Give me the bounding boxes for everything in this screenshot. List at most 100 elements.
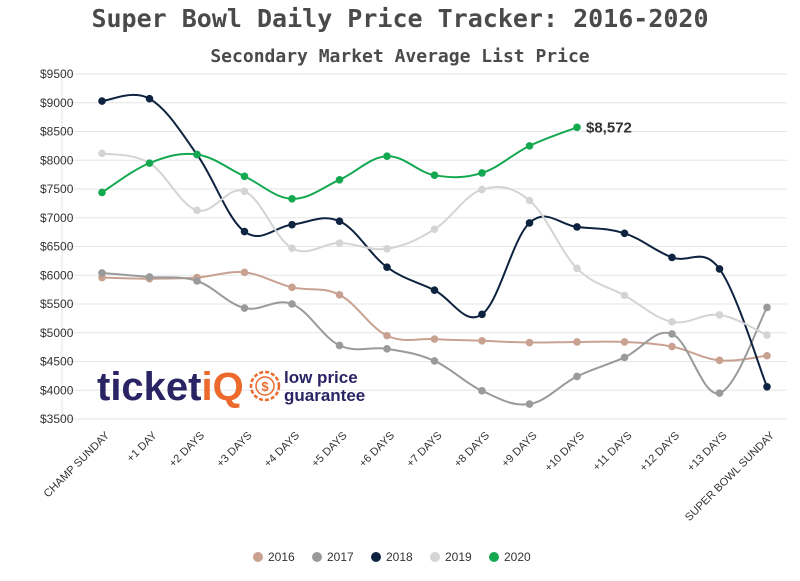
y-tick-label: $4000 — [40, 383, 74, 397]
y-tick-label: $8000 — [40, 153, 74, 167]
data-point-2017 — [525, 400, 534, 408]
x-tick-label: +8 DAYS — [452, 430, 492, 470]
data-point-2017 — [763, 303, 771, 312]
data-point-2016 — [240, 268, 249, 277]
data-point-2017 — [335, 341, 344, 350]
data-point-2016 — [573, 338, 581, 346]
logo-tagline-1: low price — [284, 368, 358, 387]
x-tick-label: CHAMP SUNDAY — [42, 429, 113, 500]
series-line-2016 — [101, 271, 768, 362]
chart-title: Super Bowl Daily Price Tracker: 2016-202… — [91, 4, 709, 33]
data-point-2016 — [525, 338, 534, 347]
series-line-2018 — [101, 93, 768, 388]
x-tick-label: +4 DAYS — [262, 430, 302, 470]
data-point-2019 — [193, 206, 201, 215]
data-point-2016 — [478, 337, 486, 345]
data-point-2017 — [620, 353, 629, 362]
data-point-2016 — [288, 283, 296, 292]
data-point-2019 — [478, 185, 486, 194]
data-point-2019 — [288, 244, 296, 253]
x-tick-label: +11 DAYS — [591, 430, 635, 474]
data-point-2020 — [288, 194, 296, 203]
data-point-2020 — [98, 188, 106, 197]
data-point-2020 — [430, 171, 439, 179]
y-tick-label: $7000 — [40, 211, 74, 225]
legend: 2016 2017 2018 2019 2020 — [253, 550, 531, 564]
x-tick-label: +12 DAYS — [638, 430, 682, 474]
data-point-2017 — [288, 300, 296, 308]
data-point-2019 — [668, 318, 676, 326]
y-tick-label: $9500 — [40, 67, 74, 81]
logo-wordmark: ticketiQ — [97, 365, 244, 409]
x-axis: CHAMP SUNDAY +1 DAY +2 DAYS +3 DAYS +4 DAYS +… — [42, 429, 778, 524]
data-point-2017 — [240, 304, 249, 312]
data-point-2018 — [668, 253, 676, 262]
x-tick-label: +1 DAY — [125, 429, 160, 464]
y-tick-label: $9000 — [40, 96, 74, 110]
data-point-2020 — [525, 142, 534, 150]
y-tick-label: $8500 — [40, 125, 74, 139]
data-point-2018 — [98, 97, 106, 105]
data-point-2017 — [383, 345, 391, 353]
data-point-2019 — [715, 311, 724, 319]
data-point-2018 — [620, 229, 629, 238]
y-tick-label: $6000 — [40, 268, 74, 282]
data-point-2019 — [573, 264, 581, 273]
data-point-2016 — [620, 338, 629, 346]
x-tick-label: +13 DAYS — [685, 430, 729, 474]
data-point-2020 — [478, 169, 486, 177]
data-point-2016 — [383, 331, 391, 340]
data-point-2019 — [763, 331, 771, 339]
legend-label-2017: 2017 — [327, 550, 354, 564]
series-line-2019 — [101, 152, 768, 336]
x-tick-label: +9 DAYS — [499, 430, 539, 470]
data-point-2017 — [430, 357, 439, 365]
data-point-2018 — [573, 223, 581, 231]
ticketiq-logo: ticketiQ $ low price guarantee — [97, 365, 365, 409]
y-tick-label: $5000 — [40, 326, 74, 340]
legend-marker-2019 — [430, 552, 440, 562]
data-point-2016 — [763, 351, 771, 360]
legend-label-2019: 2019 — [445, 550, 472, 564]
data-point-2018 — [478, 310, 486, 319]
data-point-2019 — [335, 239, 344, 247]
data-point-2019 — [525, 196, 534, 205]
logo-tagline-2: guarantee — [284, 386, 365, 405]
logo-word-start: ticket — [97, 365, 202, 409]
legend-marker-2018 — [371, 552, 381, 562]
series-points — [98, 94, 771, 408]
data-point-2018 — [430, 286, 439, 295]
data-point-2017 — [193, 277, 201, 285]
y-tick-label: $4500 — [40, 355, 74, 369]
x-tick-label: +3 DAYS — [214, 430, 254, 470]
legend-label-2018: 2018 — [386, 550, 413, 564]
logo-word-q: iQ — [202, 365, 244, 409]
data-point-2020 — [193, 150, 201, 159]
data-point-2018 — [383, 263, 391, 272]
y-tick-label: $7500 — [40, 182, 74, 196]
data-point-2016 — [715, 356, 724, 365]
data-point-2019 — [620, 291, 629, 300]
legend-label-2016: 2016 — [268, 550, 295, 564]
data-point-2019 — [430, 225, 439, 234]
data-point-2018 — [763, 383, 771, 391]
data-point-2018 — [240, 227, 249, 236]
x-tick-label: +2 DAYS — [167, 430, 207, 470]
data-point-2018 — [715, 265, 724, 273]
data-point-2016 — [430, 335, 439, 343]
y-tick-label: $6500 — [40, 240, 74, 254]
data-point-2020 — [573, 123, 581, 132]
data-point-2017 — [145, 273, 154, 281]
data-point-2017 — [668, 330, 676, 338]
chart-subtitle: Secondary Market Average List Price — [210, 46, 590, 67]
data-point-2018 — [145, 94, 154, 103]
dollar-badge-icon: $ — [249, 370, 281, 402]
data-point-2017 — [715, 389, 724, 397]
data-point-2017 — [573, 372, 581, 381]
annotations: $8,572 — [586, 119, 632, 136]
data-point-2019 — [98, 149, 106, 158]
legend-label-2020: 2020 — [504, 550, 531, 564]
data-point-2018 — [335, 217, 344, 225]
annotation-label: $8,572 — [586, 119, 632, 136]
